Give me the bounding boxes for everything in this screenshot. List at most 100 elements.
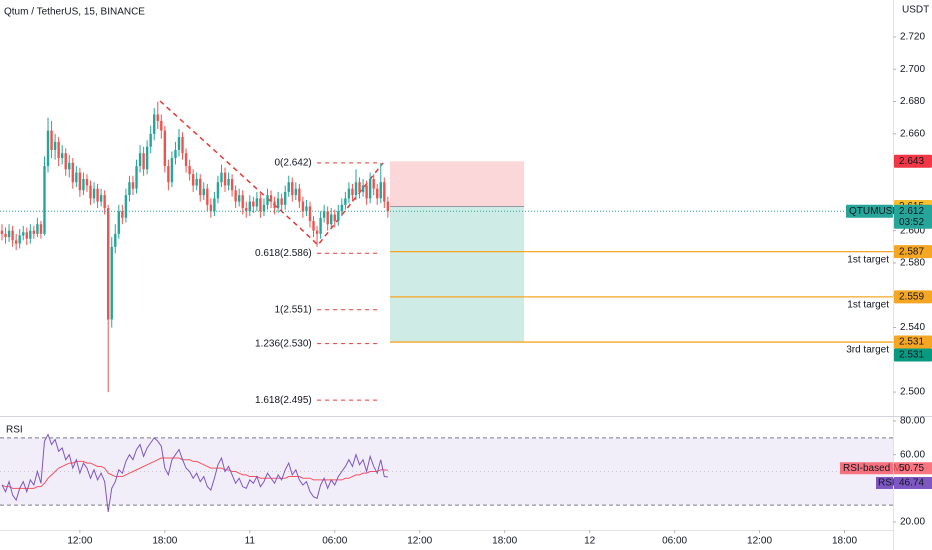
candle-body [252, 201, 255, 207]
position-target-tag-box [894, 348, 932, 362]
y-tick-label: 2.720 [900, 32, 925, 43]
rsi-tick-label: 80.00 [900, 416, 925, 427]
candle-body [330, 214, 333, 225]
candle-body [301, 201, 305, 212]
candle-body [347, 188, 351, 199]
candle-body [117, 211, 121, 234]
candle-body [259, 198, 262, 212]
rsi-ma-name: RSI-based MA [843, 463, 908, 474]
candle-body [82, 179, 85, 191]
candle-body [312, 220, 315, 231]
candle-body [308, 206, 312, 221]
candle-body [25, 232, 28, 239]
y-tick-label: 2.600 [900, 225, 925, 236]
candle-body [351, 188, 354, 196]
stop-tag-box [894, 154, 932, 168]
candle-body [305, 206, 308, 212]
target-label: 1st target [847, 299, 889, 310]
candle-body [96, 188, 99, 202]
candle-body [57, 141, 60, 159]
candle-body [255, 198, 259, 207]
candle-body [124, 195, 128, 218]
rsi-ma-tag: 50.75 [899, 463, 924, 474]
candle-body [354, 182, 358, 196]
candle-body [294, 188, 298, 196]
fib-label: 0.618(2.586) [255, 248, 312, 259]
symbol-label: QTUMUSDT [849, 206, 906, 217]
candle-body [269, 195, 273, 202]
target-tag: 2.531 [899, 337, 924, 348]
candle-body [36, 224, 39, 234]
candle-body [160, 120, 163, 131]
candle-body [230, 179, 234, 191]
candle-body [227, 179, 230, 186]
x-tick-label: 12:00 [67, 536, 92, 547]
target-tag: 2.587 [899, 246, 924, 257]
chart-title: Qtum / TetherUS, 15, BINANCE [4, 7, 145, 18]
candle-body [216, 182, 220, 199]
candle-body [110, 246, 113, 320]
fib-label: 0(2.642) [274, 158, 311, 169]
candle-body [167, 166, 170, 183]
candle-body [248, 201, 251, 212]
candle-body [188, 166, 191, 175]
candle-body [39, 224, 43, 234]
candle-body [262, 204, 266, 212]
symbol-box [846, 204, 893, 218]
target-label: 3rd target [846, 345, 889, 356]
candle-body [213, 198, 216, 212]
candle-body [361, 185, 365, 192]
candle-body [237, 195, 241, 202]
candle-body [344, 198, 347, 205]
candle-body [0, 230, 4, 234]
candle-body [163, 130, 167, 167]
currency-label: USDT [902, 5, 929, 16]
candle-body [46, 130, 50, 167]
candle-body [142, 153, 145, 170]
candle-body [184, 153, 188, 167]
candle-body [145, 146, 149, 170]
candle-body [135, 166, 138, 189]
target-tag-box [894, 245, 932, 259]
fib-label: 1.236(2.530) [255, 338, 312, 349]
target-tag-box [894, 290, 932, 304]
rsi-tick-label: 60.00 [900, 449, 925, 460]
candle-body [149, 133, 152, 147]
x-tick-label: 18:00 [832, 536, 857, 547]
candle-body [103, 195, 106, 209]
candle-body [89, 185, 92, 199]
rsi-tag: 46.74 [899, 478, 924, 489]
fib-label: 1.618(2.495) [255, 395, 312, 406]
fib-label: 1(2.551) [274, 304, 311, 315]
candle-body [220, 172, 223, 183]
x-tick-label: 06:00 [662, 536, 687, 547]
x-tick-label: 06:00 [322, 536, 347, 547]
candle-body [206, 188, 209, 205]
candle-body [199, 179, 202, 196]
candle-body [368, 179, 372, 199]
candle-body [71, 162, 74, 183]
candle-body [18, 235, 21, 244]
position-target-tag: 2.531 [899, 350, 924, 361]
candle-body [131, 182, 135, 189]
candle-body [64, 153, 67, 170]
candle-body [106, 208, 110, 320]
candle-body [50, 130, 53, 150]
target-tag-box [894, 335, 932, 349]
rsi-band [0, 437, 893, 506]
candle-body [245, 208, 248, 212]
rsi-tag-box [894, 476, 932, 489]
candle-body [209, 204, 213, 212]
target-label: 1st target [847, 254, 889, 265]
candle-body [291, 182, 294, 196]
candle-body [202, 188, 205, 196]
x-tick-label: 18:00 [152, 536, 177, 547]
position-target-zone [389, 206, 525, 343]
candle-body [92, 188, 96, 199]
candle-body [280, 198, 283, 205]
candle-body [298, 188, 301, 202]
candle-body [22, 232, 25, 236]
candle-body [32, 230, 36, 234]
candle-body [383, 182, 386, 202]
y-tick-label: 2.540 [900, 322, 925, 333]
